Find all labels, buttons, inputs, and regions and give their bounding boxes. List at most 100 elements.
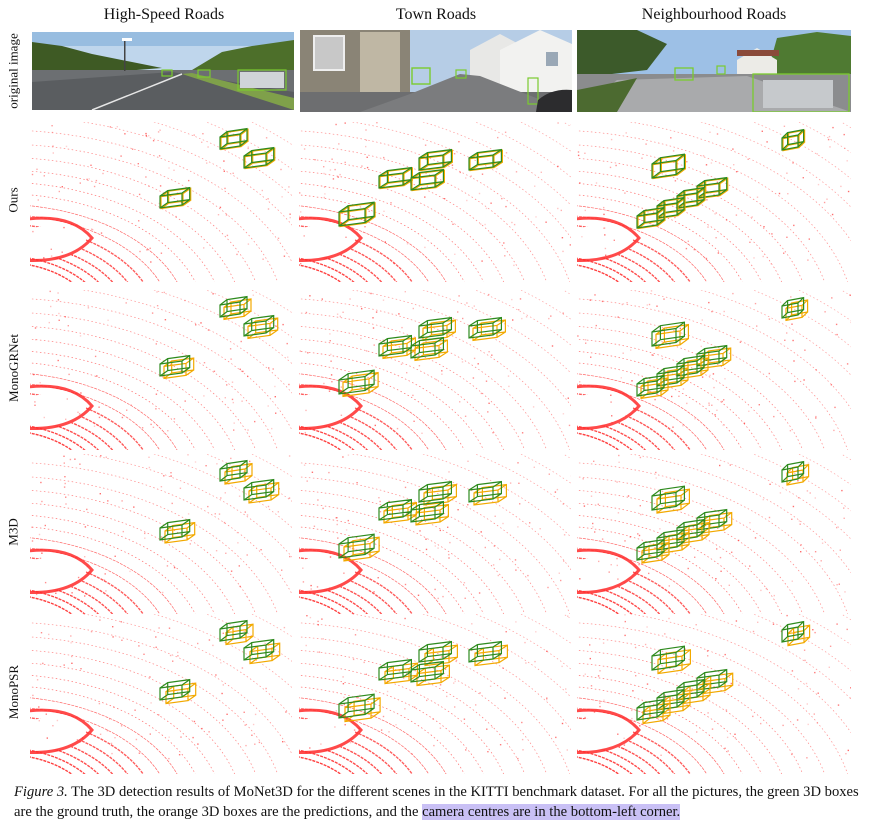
prediction-box-3 <box>160 187 192 210</box>
ground-truth-box-2 <box>418 316 452 339</box>
ground-truth-box-6 <box>636 374 665 397</box>
panel-m3d-neighbourhood <box>577 454 851 614</box>
ground-truth-box-1 <box>219 295 248 318</box>
prediction-box-3 <box>415 503 449 526</box>
ground-truth-box-2 <box>418 148 452 171</box>
prediction-box-2 <box>249 642 281 665</box>
ground-truth-box-2 <box>651 321 685 347</box>
prediction-box-1 <box>786 463 810 486</box>
prediction-box-3 <box>697 177 729 200</box>
column-title-town: Town Roads <box>395 6 477 23</box>
prediction-box-3 <box>164 521 196 544</box>
prediction-box-3 <box>416 664 450 687</box>
ground-truth-box-3 <box>159 678 191 701</box>
panel-monopsr-high-speed <box>30 614 292 774</box>
ground-truth-box-5 <box>656 688 685 711</box>
row-label-monogrnet: MonoGRNet <box>6 334 22 402</box>
caption-text: The 3D detection results of MoNet3D for … <box>14 784 859 820</box>
prediction-box-2 <box>424 644 458 667</box>
prediction-box-1 <box>225 623 254 646</box>
photo-neighbourhood <box>577 30 851 112</box>
panel-monopsr-town <box>299 614 571 774</box>
prediction-box-5 <box>657 197 686 220</box>
ground-truth-box-1 <box>781 460 805 483</box>
lidar-plot-ours-town <box>299 122 571 282</box>
ground-truth-box-6 <box>636 698 665 721</box>
ground-truth-box-1 <box>219 127 248 150</box>
ground-truth-box-4 <box>676 518 705 541</box>
prediction-box-5 <box>661 531 690 554</box>
prediction-box-2 <box>248 481 280 504</box>
ground-truth-box-5 <box>338 693 375 719</box>
row-label-original: original image <box>6 33 22 109</box>
prediction-box-3 <box>702 672 734 695</box>
panel-ours-neighbourhood <box>577 122 851 282</box>
prediction-box-4 <box>681 521 710 544</box>
ground-truth-box-5 <box>338 201 375 227</box>
prediction-box-2 <box>244 147 276 170</box>
column-title-high-speed: High-Speed Roads <box>103 6 225 23</box>
figure-caption: Figure 3. The 3D detection results of Mo… <box>14 782 864 822</box>
prediction-box-2 <box>657 649 691 675</box>
ground-truth-box-3 <box>696 668 728 691</box>
ground-truth-box-4 <box>468 148 502 171</box>
prediction-box-5 <box>662 692 691 715</box>
panel-ours-high-speed <box>30 122 292 282</box>
prediction-box-1 <box>224 462 253 485</box>
lidar-plot-monopsr-high-speed <box>30 614 292 774</box>
prediction-box-3 <box>165 682 197 705</box>
lidar-plot-m3d-neighbourhood <box>577 454 851 614</box>
prediction-box-4 <box>469 149 503 172</box>
ground-truth-box-2 <box>651 645 685 671</box>
panel-monogrnet-neighbourhood <box>577 290 851 450</box>
prediction-box-4 <box>682 682 711 705</box>
column-title-neighbourhood: Neighbourhood Roads <box>641 6 787 23</box>
ground-truth-box-1 <box>781 296 805 319</box>
ground-truth-box-4 <box>676 678 705 701</box>
prediction-box-4 <box>474 644 508 667</box>
ground-truth-box-3 <box>410 168 444 191</box>
ground-truth-box-4 <box>676 186 705 209</box>
ground-truth-box-3 <box>696 176 728 199</box>
ground-truth-box-2 <box>651 485 685 511</box>
row-label-ours: Ours <box>6 187 21 213</box>
lidar-plot-ours-high-speed <box>30 122 292 282</box>
panel-m3d-town <box>299 454 571 614</box>
panel-monopsr-neighbourhood <box>577 614 851 774</box>
ground-truth-box-2 <box>243 478 275 501</box>
ground-truth-box-5 <box>338 369 375 395</box>
ground-truth-box-3 <box>159 518 191 541</box>
prediction-box-2 <box>652 154 686 180</box>
lidar-plot-monogrnet-neighbourhood <box>577 290 851 450</box>
ground-truth-box-6 <box>636 538 665 561</box>
panel-monogrnet-town <box>299 290 571 450</box>
panel-m3d-high-speed <box>30 454 292 614</box>
ground-truth-box-5 <box>656 364 685 387</box>
prediction-box-2 <box>656 488 690 514</box>
ground-truth-box-3 <box>696 344 728 367</box>
ground-truth-box-2 <box>243 638 275 661</box>
prediction-box-6 <box>641 541 670 564</box>
ground-truth-box-3 <box>696 508 728 531</box>
prediction-box-3 <box>701 511 733 534</box>
lidar-plot-monopsr-town <box>299 614 571 774</box>
panel-monogrnet-high-speed <box>30 290 292 450</box>
ground-truth-box-4 <box>676 354 705 377</box>
photo-high-speed <box>32 32 294 110</box>
ground-truth-box-3 <box>410 660 444 683</box>
ground-truth-box-5 <box>338 533 375 559</box>
prediction-box-1 <box>782 129 806 152</box>
prediction-box-3 <box>411 169 445 192</box>
lidar-plot-ours-neighbourhood <box>577 122 851 282</box>
ground-truth-box-4 <box>468 480 502 503</box>
ground-truth-box-4 <box>468 640 502 663</box>
ground-truth-box-3 <box>159 354 191 377</box>
ground-truth-box-5 <box>656 528 685 551</box>
ground-truth-box-6 <box>636 206 665 229</box>
ground-truth-box-3 <box>410 500 444 523</box>
prediction-box-5 <box>339 202 376 228</box>
lidar-plot-monopsr-neighbourhood <box>577 614 851 774</box>
row-label-m3d: M3D <box>6 518 22 546</box>
ground-truth-box-5 <box>656 196 685 219</box>
ground-truth-box-3 <box>159 186 191 209</box>
